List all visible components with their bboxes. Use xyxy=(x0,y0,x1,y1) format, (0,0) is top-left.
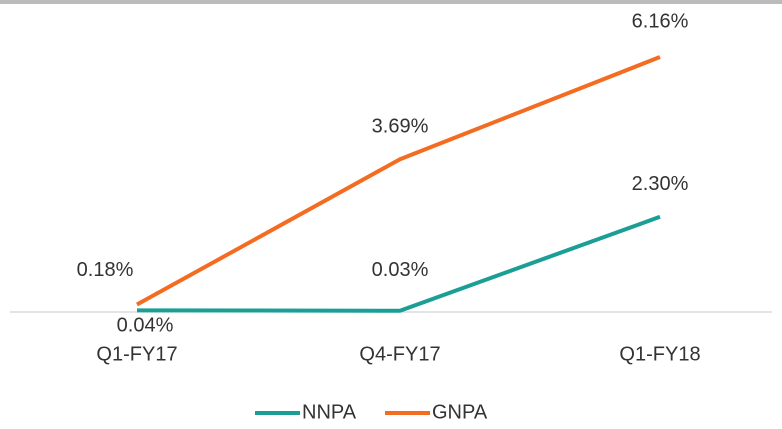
value-label: 2.30% xyxy=(632,173,689,195)
top-bar xyxy=(0,0,782,4)
x-tick-label: Q1-FY17 xyxy=(96,343,177,365)
legend-label: NNPA xyxy=(302,401,357,423)
value-label: 3.69% xyxy=(372,116,429,138)
chart: Q1-FY17 Q4-FY17 Q1-FY18 0.04% 0.03% 2.30% NNPA… xyxy=(0,0,782,429)
value-label: 0.04% xyxy=(117,315,174,337)
x-tick-label: Q4-FY17 xyxy=(359,343,440,365)
value-label: 6.16% xyxy=(632,10,689,32)
x-tick-label: Q1-FY18 xyxy=(619,343,700,365)
legend-label: GNPA xyxy=(432,401,488,423)
value-label: 0.03% xyxy=(372,259,429,281)
value-label: 0.18% xyxy=(77,259,134,281)
